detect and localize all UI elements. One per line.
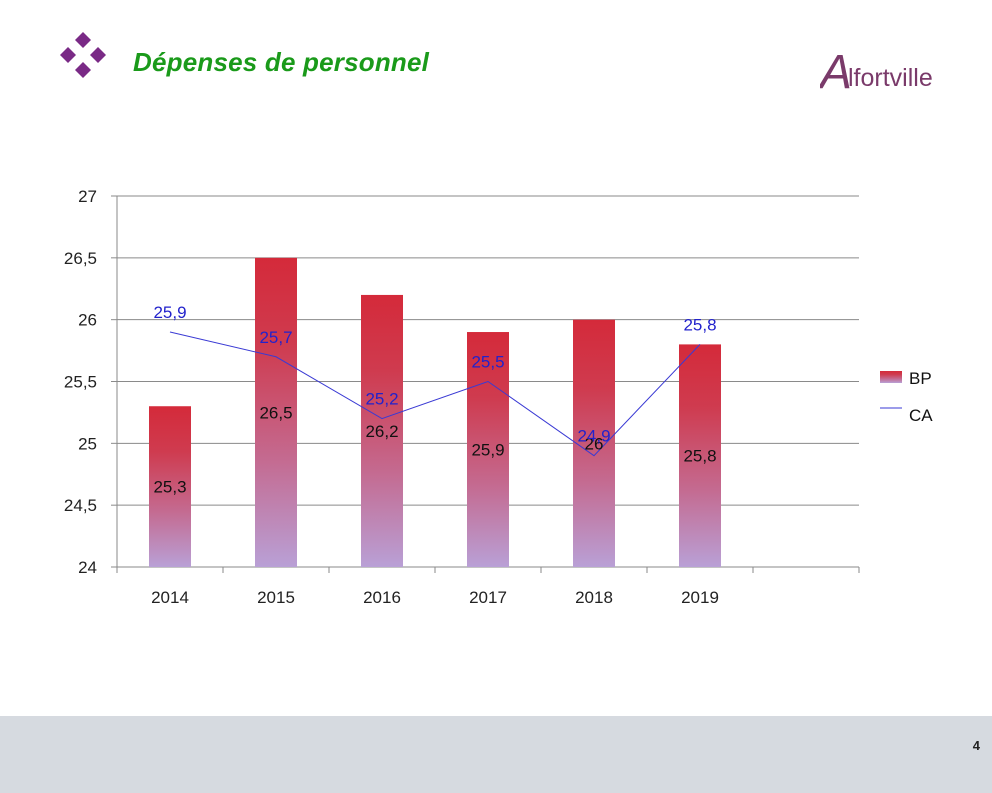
ca-data-label: 25,2: [365, 390, 398, 409]
x-tick-label: 2014: [151, 588, 189, 607]
alfortville-logo: A lfortville: [820, 46, 933, 99]
x-tick-label: 2019: [681, 588, 719, 607]
x-tick-label: 2017: [469, 588, 507, 607]
ca-line: [169, 331, 701, 457]
bp-bar: [361, 294, 403, 567]
chart-axes: 24 24,5 25 25,5 26 26,5 27 2014 2015 2016 2017 2018…: [64, 187, 860, 607]
ca-data-label: 24,9: [577, 427, 610, 446]
y-tick-label: 24: [78, 558, 97, 577]
ca-line-series: [169, 331, 701, 457]
y-tick-label: 24,5: [64, 496, 97, 515]
x-tick-label: 2016: [363, 588, 401, 607]
y-tick-label: 25,5: [64, 373, 97, 392]
bp-bar: [255, 257, 297, 567]
slide-header: Dépenses de personnel A lfortville: [0, 0, 992, 120]
y-tick-label: 26: [78, 311, 97, 330]
bp-bar: [679, 344, 721, 567]
legend-bp-label: BP: [909, 369, 932, 388]
x-tick-label: 2015: [257, 588, 295, 607]
bp-data-label: 25,8: [683, 447, 716, 466]
y-tick-label: 25: [78, 434, 97, 453]
bp-data-label: 26,2: [365, 422, 398, 441]
ca-data-label: 25,8: [683, 315, 716, 334]
ca-data-label: 25,5: [471, 353, 504, 372]
ca-data-label: 25,7: [259, 328, 292, 347]
data-labels: 25,3 26,5 26,2 25,9 26 25,8 25,9 25,7 25,2 25,5 24…: [153, 303, 716, 497]
diamond-cluster-icon: [60, 32, 106, 78]
svg-text:A: A: [820, 46, 852, 99]
footer-bar: 4: [0, 716, 992, 793]
y-tick-label: 27: [78, 187, 97, 206]
bp-data-label: 25,9: [471, 441, 504, 460]
page-number: 4: [972, 738, 980, 753]
ca-data-label: 25,9: [153, 303, 186, 322]
bp-data-label: 26,5: [259, 403, 292, 422]
chart: 24 24,5 25 25,5 26 26,5 27 2014 2015 2016 2017 2018…: [64, 187, 933, 607]
bp-bars: [149, 257, 721, 567]
x-tick-label: 2018: [575, 588, 613, 607]
bp-bar: [467, 332, 509, 567]
y-tick-label: 26,5: [64, 249, 97, 268]
legend-ca-label: CA: [909, 406, 933, 425]
bp-data-label: 26: [585, 434, 604, 453]
bp-bar: [573, 319, 615, 567]
page-title: Dépenses de personnel: [133, 47, 430, 77]
legend-bp-swatch: [880, 371, 902, 383]
bp-data-label: 25,3: [153, 478, 186, 497]
svg-text:lfortville: lfortville: [848, 64, 933, 92]
bp-bar: [149, 406, 191, 567]
chart-legend: BP CA: [880, 369, 933, 425]
